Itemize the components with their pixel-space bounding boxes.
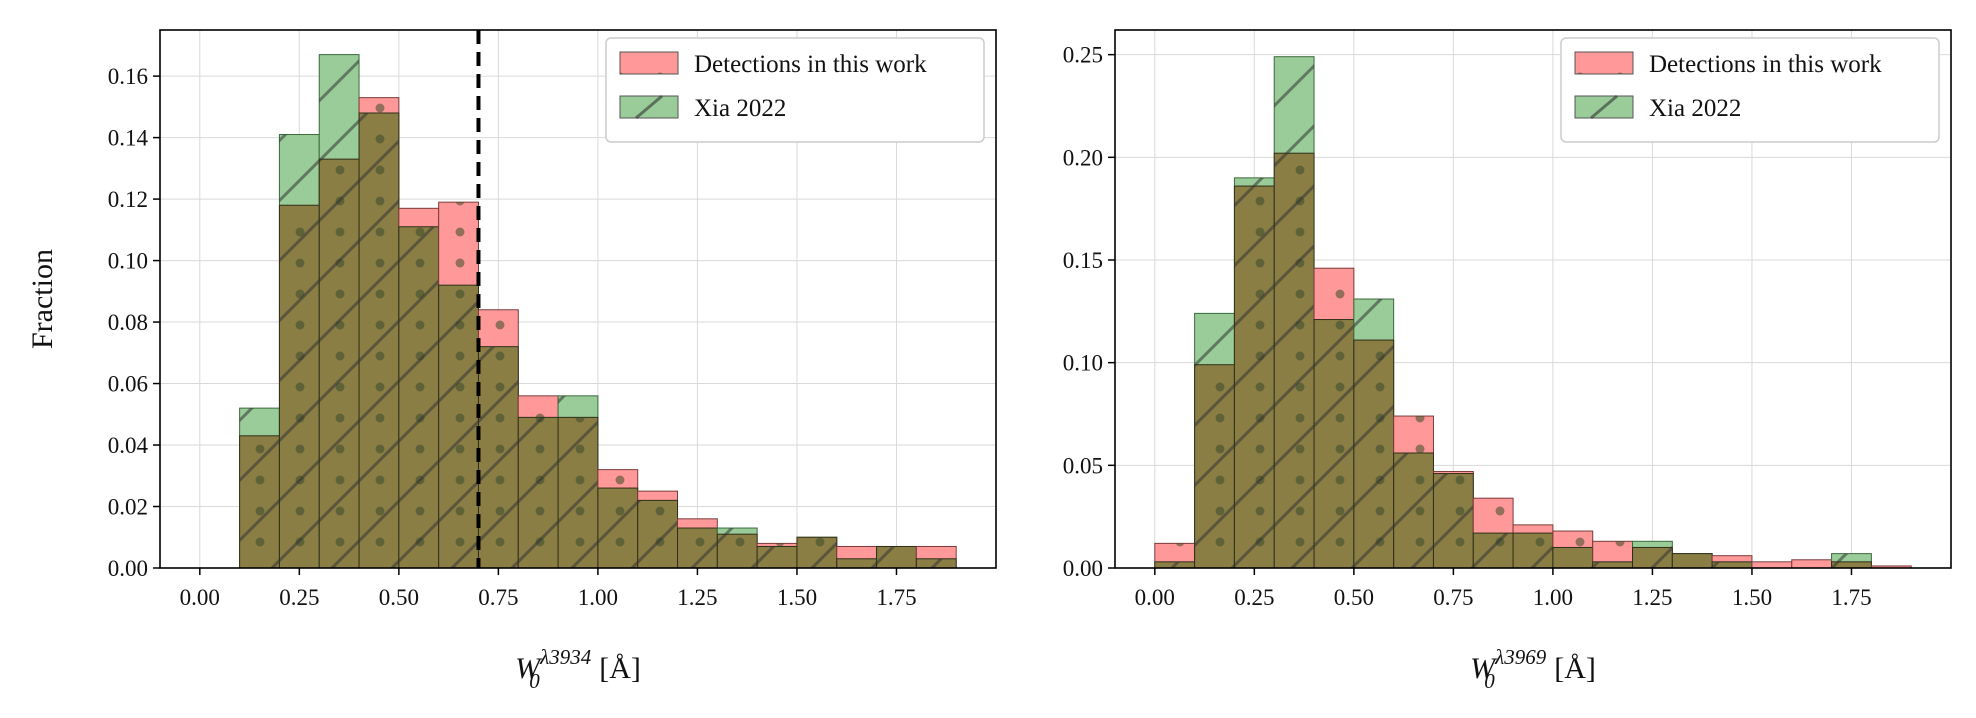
legend-frame <box>1560 37 1940 143</box>
legend-swatch-hatch <box>1575 52 1633 74</box>
y-tick-label: 0.15 <box>1063 248 1103 273</box>
y-tick-label: 0.12 <box>108 187 148 212</box>
bar-hatch-diagonal <box>558 417 598 568</box>
bar-hatch-diagonal <box>1513 533 1553 568</box>
legend-label: Detections in this work <box>694 51 927 78</box>
x-tick-label: 1.00 <box>1533 585 1573 610</box>
y-tick-label: 0.16 <box>108 64 148 89</box>
axes-frame <box>159 29 997 569</box>
bar-hatch-diagonal <box>438 285 479 568</box>
bar-hatch-diagonal <box>1712 561 1752 568</box>
bar-hatch-diagonal <box>1274 153 1315 568</box>
y-tick-label: 0.08 <box>108 310 148 335</box>
bar-hatch-diagonal <box>1393 453 1434 568</box>
x-tick-label: 1.75 <box>1831 585 1871 610</box>
bar-hatch-diagonal <box>239 435 280 568</box>
x-tick-label: 0.75 <box>1433 585 1473 610</box>
bar-hatch-diagonal <box>398 226 439 568</box>
x-tick-label: 0.00 <box>180 585 220 610</box>
bar-hatch-diagonal <box>359 113 399 568</box>
bar-hatch-diagonal <box>1473 533 1514 568</box>
x-tick-label: 1.25 <box>677 585 717 610</box>
bar-hatch-diagonal <box>1353 340 1394 568</box>
bar-hatch <box>1751 561 1792 568</box>
y-tick-label: 0.14 <box>108 126 149 151</box>
legend-label: Xia 2022 <box>694 95 786 122</box>
bar-hatch-diagonal <box>1433 473 1474 568</box>
bar-hatch-diagonal <box>279 205 320 568</box>
bar-hatch-diagonal <box>1632 547 1673 568</box>
x-axis-label: Wλ3969 0 [Å] <box>1470 645 1596 693</box>
bar-hatch-diagonal <box>1194 364 1235 568</box>
bar-hatch <box>1871 565 1912 568</box>
legend-label: Xia 2022 <box>1649 95 1741 122</box>
y-tick-label: 0.10 <box>1063 351 1103 376</box>
y-tick-label: 0.04 <box>108 433 149 458</box>
x-tick-label: 1.00 <box>578 585 618 610</box>
x-tick-label: 0.25 <box>279 585 319 610</box>
legend-swatch-hatch <box>620 52 678 74</box>
bar-hatch-diagonal <box>1831 561 1872 568</box>
bars <box>1154 56 1912 568</box>
x-tick-label: 0.50 <box>1334 585 1374 610</box>
x-tick-label: 0.75 <box>478 585 518 610</box>
bar-hatch-diagonal <box>597 488 638 568</box>
x-tick-label: 0.25 <box>1234 585 1274 610</box>
bar-hatch-diagonal <box>1154 561 1195 568</box>
y-tick-label: 0.00 <box>1063 556 1103 581</box>
bar-hatch-diagonal <box>1672 553 1713 568</box>
bar-hatch-diagonal <box>717 534 758 568</box>
y-tick-label: 0.00 <box>108 556 148 581</box>
bar-hatch-diagonal <box>1314 319 1354 568</box>
bar-hatch-diagonal <box>796 537 837 568</box>
bar-hatch-diagonal <box>518 417 559 568</box>
y-tick-label: 0.06 <box>108 372 148 397</box>
x-axis-label: Wλ3934 0 [Å] <box>515 645 641 693</box>
bar-hatch-diagonal <box>836 558 877 568</box>
bar-hatch <box>1791 559 1832 568</box>
x-tick-label: 0.50 <box>379 585 419 610</box>
bar-hatch-diagonal <box>677 528 718 568</box>
y-tick-label: 0.20 <box>1063 145 1103 170</box>
y-tick-label: 0.10 <box>108 249 148 274</box>
bar-hatch-diagonal <box>876 546 917 568</box>
y-axis-label: Fraction <box>26 249 59 349</box>
bar-hatch-diagonal <box>1234 186 1275 568</box>
left-histogram-panel: 0.00 0.25 0.50 0.75 1.00 1.25 1.50 1.75 0.00 0.02… <box>26 29 997 693</box>
legend-frame <box>605 37 985 143</box>
right-histogram-panel: 0.00 0.25 0.50 0.75 1.00 1.25 1.50 1.75 0.00 0.05… <box>1063 29 1952 693</box>
legend-swatch-hatch <box>635 94 663 120</box>
x-tick-label: 1.50 <box>777 585 817 610</box>
axes-frame <box>1114 29 1952 569</box>
bar-hatch-diagonal <box>478 346 519 568</box>
bars <box>239 54 957 568</box>
bar-hatch-diagonal <box>757 546 797 568</box>
bar-hatch-diagonal <box>1552 547 1593 568</box>
bar-hatch-diagonal <box>637 500 678 568</box>
x-tick-label: 1.25 <box>1632 585 1672 610</box>
legend-swatch-hatch <box>1590 94 1618 120</box>
bar-hatch-diagonal <box>319 159 360 568</box>
y-tick-label: 0.05 <box>1063 453 1103 478</box>
x-tick-label: 1.50 <box>1732 585 1772 610</box>
y-tick-label: 0.02 <box>108 495 148 520</box>
legend: Detections in this work Xia 2022 <box>605 37 985 143</box>
x-tick-label: 0.00 <box>1135 585 1175 610</box>
bar-hatch-diagonal <box>1592 561 1633 568</box>
legend-label: Detections in this work <box>1649 51 1882 78</box>
x-tick-label: 1.75 <box>876 585 916 610</box>
legend: Detections in this work Xia 2022 <box>1560 37 1940 143</box>
bar-hatch-diagonal <box>916 558 957 568</box>
y-tick-label: 0.25 <box>1063 43 1103 68</box>
